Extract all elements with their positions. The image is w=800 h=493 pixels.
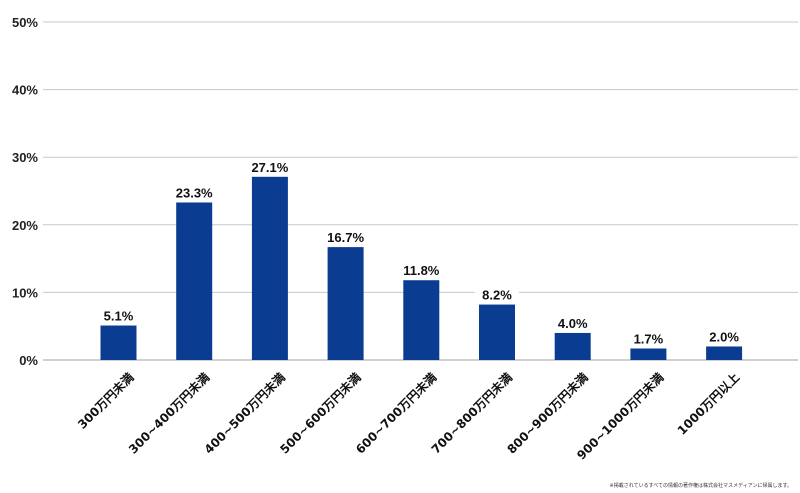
value-labels: 5.1% 23.3% 27.1% 16.7% 11.8% 8.2% 4.0% 1.7% 2.0% — [96, 159, 747, 347]
bar-4 — [403, 280, 440, 360]
value-label-6: 4.0% — [558, 316, 588, 331]
value-label-4: 11.8% — [403, 263, 440, 278]
bar-8 — [706, 346, 743, 360]
bar-5 — [479, 304, 515, 360]
value-label-background — [247, 159, 292, 175]
value-label-3: 16.7% — [327, 230, 364, 245]
value-label-8: 2.0% — [709, 329, 739, 344]
x-axis-labels: 300万円未満300~400万円未満400~500万円未満500~600万円未満… — [74, 370, 742, 463]
category-label-2: 400~500万円未満 — [201, 370, 288, 457]
category-label-1: 300~400万円未満 — [125, 370, 212, 457]
value-label-background — [323, 230, 368, 246]
category-label-5: 700~800万円未満 — [428, 370, 515, 457]
value-label-background — [702, 329, 747, 345]
y-tick-label: 30% — [12, 150, 38, 165]
bar-6 — [554, 332, 591, 360]
bar-2 — [251, 176, 288, 360]
value-label-7: 1.7% — [634, 332, 664, 347]
value-label-background — [399, 263, 444, 279]
value-label-0: 5.1% — [104, 309, 134, 324]
bar-3 — [327, 247, 364, 360]
value-label-5: 8.2% — [482, 288, 512, 303]
y-tick-label: 0% — [19, 353, 38, 368]
y-tick-label: 20% — [12, 218, 38, 233]
value-label-2: 27.1% — [251, 160, 288, 175]
y-tick-label: 10% — [12, 285, 38, 300]
y-tick-label: 40% — [12, 83, 38, 98]
category-label-8: 1000万円以上 — [674, 370, 742, 438]
y-axis-ticks: 0% 10% 20% 30% 40% 50% — [12, 15, 38, 368]
bar-1 — [176, 202, 213, 360]
bars — [100, 176, 743, 360]
category-label-6: 800~900万円未満 — [504, 370, 591, 457]
y-tick-label: 50% — [12, 15, 38, 30]
value-label-background — [172, 185, 217, 201]
value-label-background — [96, 308, 141, 324]
copyright-footnote: ※掲載されているすべての情報の著作権は株式会社マスメディアンに帰属します。 — [609, 483, 792, 489]
value-label-1: 23.3% — [176, 185, 213, 200]
value-label-background — [626, 331, 671, 347]
value-label-background — [550, 315, 595, 331]
category-label-4: 600~700万円未満 — [352, 370, 439, 457]
bar-0 — [100, 325, 137, 360]
value-label-background — [475, 287, 519, 303]
category-label-3: 500~600万円未満 — [277, 370, 364, 457]
bar-7 — [630, 348, 667, 360]
category-label-0: 300万円未満 — [74, 370, 136, 432]
grid-lines — [43, 21, 798, 361]
